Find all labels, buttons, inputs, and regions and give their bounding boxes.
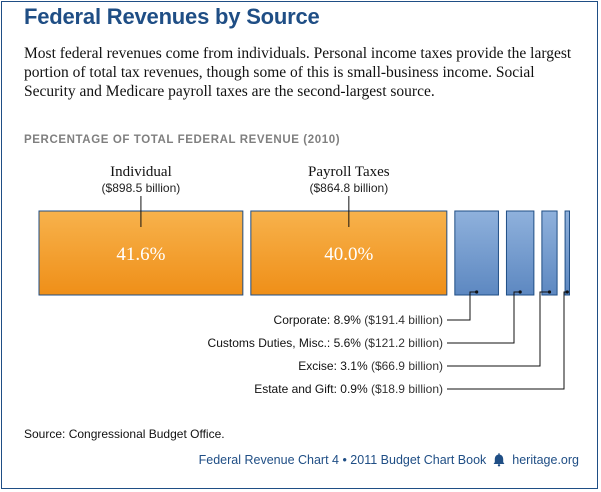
section-label: PERCENTAGE OF TOTAL FEDERAL REVENUE (201… [24, 134, 341, 146]
footer-site: heritage.org [512, 453, 579, 467]
amount-label-payroll-taxes: ($864.8 billion) [309, 181, 388, 195]
category-label-payroll-taxes: Payroll Taxes [308, 164, 390, 180]
leader-dot-excise [547, 290, 552, 294]
source-label: Source: [24, 427, 66, 441]
category-label-individual: Individual [110, 164, 172, 180]
leader-line-estate-and-gift [447, 291, 568, 390]
leader-line-corporate [447, 291, 477, 321]
bar-corporate [454, 210, 499, 296]
revenue-bar-chart: 41.6% Individual($898.5 billion) 40.0% Payr… [38, 164, 570, 396]
leader-dot-customs-duties-misc [518, 290, 522, 294]
callout-label-customs-duties-misc: Customs Duties, Misc.: 5.6% ($121.2 bill… [208, 336, 443, 350]
footer-text: Federal Revenue Chart 4 • 2011 Budget Ch… [198, 453, 487, 467]
callout-label-excise: Excise: 3.1% ($66.9 billion) [298, 359, 443, 373]
footer: Federal Revenue Chart 4 • 2011 Budget Ch… [199, 453, 579, 467]
leader-line-excise [447, 291, 550, 367]
chart-subtitle: Most federal revenues come from individu… [24, 45, 572, 100]
source-text: Congressional Budget Office. [68, 427, 225, 441]
bar-estate-and-gift [564, 210, 570, 296]
source-note: Source: Congressional Budget Office. [24, 427, 225, 441]
bar-customs-duties-misc [505, 210, 535, 296]
value-label-payroll-taxes: 40.0% [324, 244, 373, 265]
liberty-bell-icon [493, 453, 505, 467]
bar-excise [541, 210, 558, 296]
leader-line-customs-duties-misc [447, 291, 521, 344]
amount-label-individual: ($898.5 billion) [102, 181, 181, 195]
callout-label-estate-and-gift: Estate and Gift: 0.9% ($18.9 billion) [254, 382, 443, 396]
chart-title: Federal Revenues by Source [24, 4, 320, 29]
leader-dot-corporate [475, 290, 479, 294]
callout-label-corporate: Corporate: 8.9% ($191.4 billion) [274, 313, 443, 327]
value-label-individual: 41.6% [116, 244, 165, 265]
leader-dot-estate-and-gift [565, 290, 569, 294]
